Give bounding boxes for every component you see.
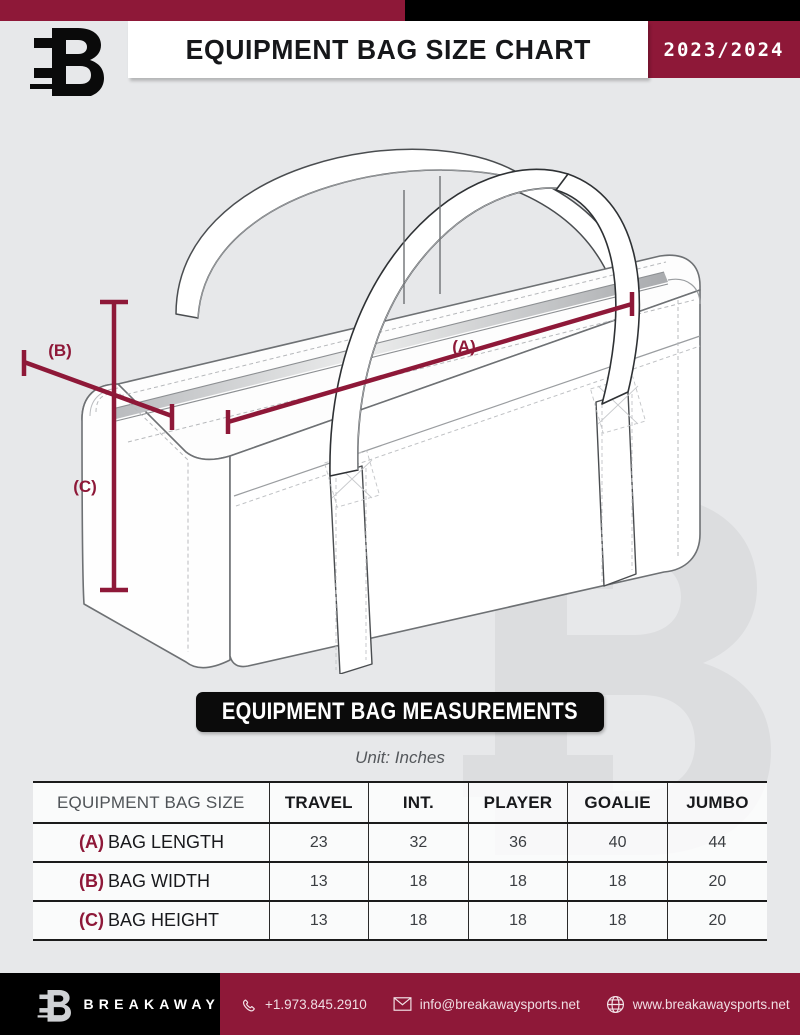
- cell-height-player: 18: [467, 900, 568, 941]
- cell-height-goalie: 18: [567, 900, 668, 941]
- dimension-b-label: (B): [48, 341, 72, 360]
- bag-handle-back: [175, 148, 541, 319]
- row-code-b: (B): [79, 871, 104, 891]
- table-col-header-player: PLAYER: [467, 781, 568, 823]
- footer-email-text: info@breakawaysports.net: [419, 996, 580, 1012]
- table-col-header-int: INT.: [368, 781, 469, 823]
- table-row: (A) BAG LENGTH 23 32 36 40 44: [33, 822, 767, 862]
- dimension-lines: [21, 292, 635, 593]
- table-col-header-travel: TRAVEL: [268, 781, 369, 823]
- top-strip-black: [405, 0, 800, 21]
- phone-icon: [242, 999, 255, 1011]
- row-label-bag-width: (B) BAG WIDTH: [33, 861, 269, 901]
- row-text-b: BAG WIDTH: [108, 871, 210, 891]
- cell-width-goalie: 18: [567, 861, 668, 901]
- cell-width-travel: 13: [268, 861, 369, 901]
- dimension-b: [21, 350, 175, 430]
- row-text-a: BAG LENGTH: [108, 832, 225, 852]
- dimension-a: [225, 292, 635, 434]
- cell-width-jumbo: 20: [666, 861, 767, 901]
- envelope-icon: [393, 997, 412, 1011]
- cell-length-jumbo: 44: [666, 822, 767, 862]
- table-col-header-goalie: GOALIE: [567, 781, 668, 823]
- equipment-bag-illustration: (A) (B) (C): [21, 148, 701, 674]
- cell-width-int: 18: [368, 861, 469, 901]
- cell-length-travel: 23: [268, 822, 369, 862]
- row-code-a: (A): [79, 832, 104, 852]
- size-table: EQUIPMENT BAG SIZE TRAVEL INT. PLAYER GO…: [33, 781, 767, 941]
- footer-brand-name: BREAKAWAY: [83, 996, 220, 1012]
- footer-contact-website[interactable]: www.breakawaysports.net: [606, 995, 790, 1014]
- footer-website-text: www.breakawaysports.net: [632, 996, 790, 1012]
- top-strip-maroon: [0, 0, 405, 21]
- measurements-banner: EQUIPMENT BAG MEASUREMENTS: [196, 692, 604, 732]
- table-col-header-jumbo: JUMBO: [666, 781, 767, 823]
- dimension-c: [100, 299, 128, 593]
- footer-phone-text: +1.973.845.2910: [265, 996, 367, 1012]
- measurements-banner-label: EQUIPMENT BAG MEASUREMENTS: [222, 698, 578, 725]
- row-label-bag-height: (C) BAG HEIGHT: [33, 900, 269, 941]
- size-table-wrapper: EQUIPMENT BAG SIZE TRAVEL INT. PLAYER GO…: [33, 781, 767, 941]
- page-title-bar: EQUIPMENT BAG SIZE CHART: [128, 21, 648, 78]
- table-header-row: EQUIPMENT BAG SIZE TRAVEL INT. PLAYER GO…: [33, 781, 767, 823]
- row-text-c: BAG HEIGHT: [108, 910, 220, 930]
- cell-height-int: 18: [368, 900, 469, 941]
- page-title: EQUIPMENT BAG SIZE CHART: [185, 33, 591, 65]
- cell-width-player: 18: [467, 861, 568, 901]
- dimension-c-label: (C): [73, 477, 97, 496]
- table-row: (B) BAG WIDTH 13 18 18 18 20: [33, 861, 767, 901]
- season-badge: 2023/2024: [648, 21, 800, 78]
- bag-handle-front-right: [555, 173, 641, 405]
- cell-length-player: 36: [467, 822, 568, 862]
- cell-length-goalie: 40: [567, 822, 668, 862]
- row-label-bag-length: (A) BAG LENGTH: [33, 822, 269, 862]
- cell-length-int: 32: [368, 822, 469, 862]
- table-corner-header: EQUIPMENT BAG SIZE: [33, 781, 269, 823]
- footer-contact-phone[interactable]: +1.973.845.2910: [240, 996, 367, 1013]
- footer-contact-email[interactable]: info@breakawaysports.net: [393, 996, 580, 1012]
- row-code-c: (C): [79, 910, 104, 930]
- header-top-strip: [0, 0, 800, 21]
- cell-height-travel: 13: [268, 900, 369, 941]
- unit-note: Unit: Inches: [355, 748, 445, 767]
- globe-icon: [606, 995, 624, 1013]
- dimension-a-label: (A): [452, 337, 476, 356]
- season-badge-label: 2023/2024: [663, 38, 785, 61]
- table-row: (C) BAG HEIGHT 13 18 18 18 20: [33, 900, 767, 941]
- breakaway-b-logo-icon: [30, 28, 104, 96]
- page-footer: BREAKAWAY +1.973.845.2910 info@breakaway…: [0, 973, 800, 1035]
- footer-contact-block: +1.973.845.2910 info@breakawaysports.net…: [220, 973, 800, 1035]
- bag-zipper: [112, 272, 668, 419]
- cell-height-jumbo: 20: [666, 900, 767, 941]
- footer-breakaway-b-logo-icon: [37, 990, 71, 1022]
- footer-brand-block: BREAKAWAY: [0, 973, 220, 1035]
